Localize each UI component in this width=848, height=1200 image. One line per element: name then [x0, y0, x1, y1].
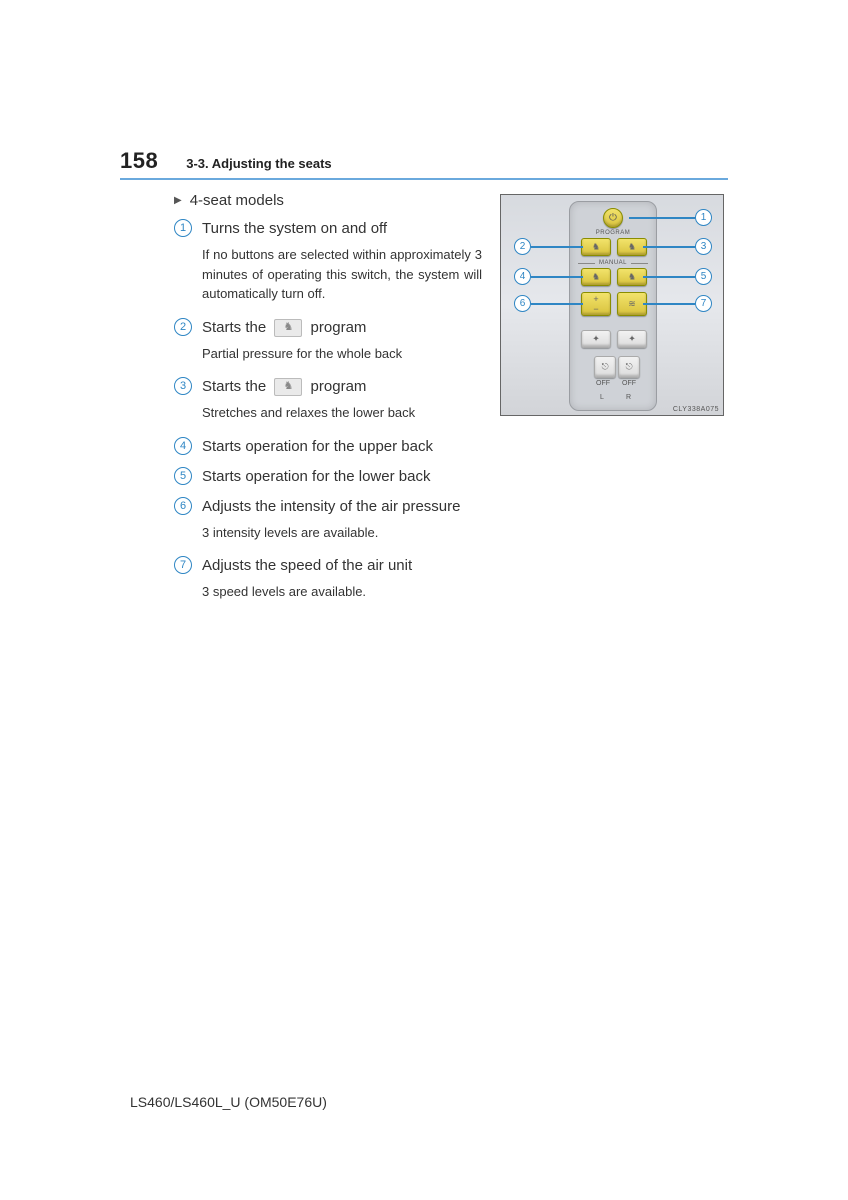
list-item: 6 Adjusts the intensity of the air press… [174, 495, 482, 549]
callout-number: 6 [514, 295, 531, 312]
item-subtext: Partial pressure for the whole back [202, 344, 482, 364]
footer-text: LS460/LS460L_U (OM50E76U) [130, 1094, 327, 1110]
callout-line [643, 246, 695, 248]
remote-body: PROGRAM ♞ ♞ MANUAL ♞ ♞ +− ≋ ✦ ✦ ⎋ ⎋ OFF … [569, 201, 657, 411]
off-label: OFF [622, 380, 636, 387]
list-item: 3 Starts the ♞ program Stretches and rel… [174, 375, 482, 429]
circle-number-icon: 2 [174, 318, 192, 336]
header-rule-spacer [120, 180, 728, 182]
r-label: R [626, 394, 631, 401]
callout-line [643, 276, 695, 278]
grey-button: ✦ [617, 330, 647, 348]
callout-line [643, 303, 695, 305]
circle-number-icon: 4 [174, 437, 192, 455]
item-text: Starts operation for the upper back [202, 435, 482, 459]
figure-code: CLY338A075 [673, 406, 719, 413]
callout-line [531, 246, 583, 248]
manual-label: MANUAL [578, 260, 648, 266]
item-text: Turns the system on and off [202, 217, 482, 241]
off-label: OFF [596, 380, 610, 387]
triangle-bullet-icon: ▶ [174, 195, 182, 206]
item-subtext: Stretches and relaxes the lower back [202, 403, 482, 423]
item-text: Adjusts the intensity of the air pressur… [202, 495, 482, 519]
list-item: 2 Starts the ♞ program Partial pressure … [174, 316, 482, 370]
remote-figure: PROGRAM ♞ ♞ MANUAL ♞ ♞ +− ≋ ✦ ✦ ⎋ ⎋ OFF … [500, 194, 724, 416]
item-subtext: 3 speed levels are available. [202, 582, 482, 602]
callout-number: 7 [695, 295, 712, 312]
callout-number: 1 [695, 209, 712, 226]
callout-number: 5 [695, 268, 712, 285]
circle-number-icon: 3 [174, 377, 192, 395]
grey-button: ⎋ [594, 356, 616, 378]
upper-back-button: ♞ [581, 268, 611, 286]
seat-lower-icon: ♞ [274, 378, 302, 396]
callout-line [629, 217, 695, 219]
item-text: Starts operation for the lower back [202, 465, 482, 489]
item-text: Starts the ♞ program [202, 316, 482, 340]
program-label: PROGRAM [596, 230, 631, 236]
grey-button: ✦ [581, 330, 611, 348]
grey-button: ⎋ [618, 356, 640, 378]
intensity-button: +− [581, 292, 611, 316]
program-left-button: ♞ [581, 238, 611, 256]
seat-back-icon: ♞ [274, 319, 302, 337]
circle-number-icon: 6 [174, 497, 192, 515]
circle-number-icon: 7 [174, 556, 192, 574]
callout-line [531, 276, 583, 278]
list-item: 4 Starts operation for the upper back [174, 435, 482, 459]
item-subtext: 3 intensity levels are available. [202, 523, 482, 543]
page-number: 158 [120, 148, 158, 174]
item-text: Adjusts the speed of the air unit [202, 554, 482, 578]
section-title: 3-3. Adjusting the seats [186, 156, 331, 171]
callout-number: 4 [514, 268, 531, 285]
power-button-icon [603, 208, 623, 228]
l-label: L [600, 394, 604, 401]
list-item: 1 Turns the system on and off If no butt… [174, 217, 482, 310]
callout-line [531, 303, 583, 305]
list-item: 5 Starts operation for the lower back [174, 465, 482, 489]
callout-number: 3 [695, 238, 712, 255]
circle-number-icon: 1 [174, 219, 192, 237]
subheading: 4-seat models [190, 192, 284, 209]
callout-number: 2 [514, 238, 531, 255]
circle-number-icon: 5 [174, 467, 192, 485]
item-subtext: If no buttons are selected within approx… [202, 245, 482, 304]
item-text: Starts the ♞ program [202, 375, 482, 399]
list-item: 7 Adjusts the speed of the air unit 3 sp… [174, 554, 482, 608]
